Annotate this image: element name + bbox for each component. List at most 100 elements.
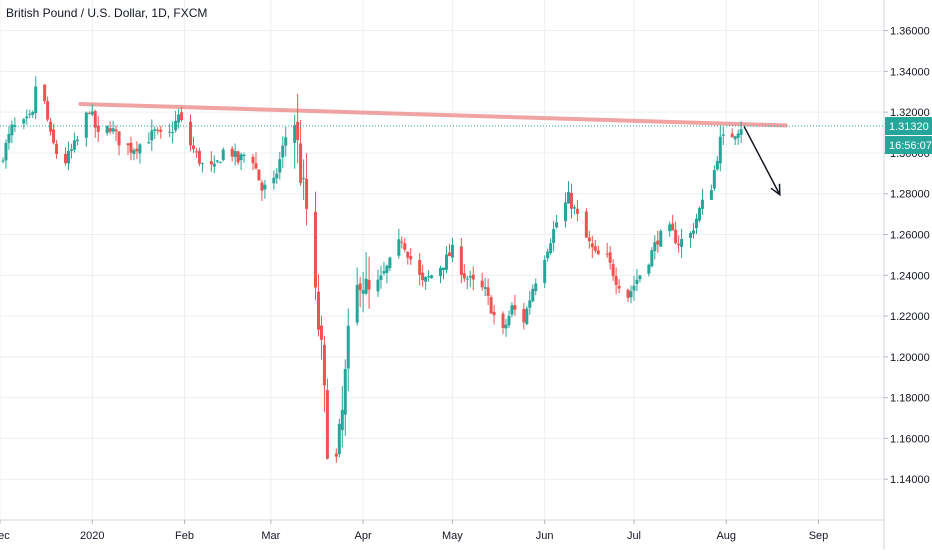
candle-body bbox=[257, 169, 261, 181]
candle-body bbox=[209, 161, 213, 165]
candle-body bbox=[46, 101, 50, 120]
candle-body bbox=[314, 211, 318, 288]
candle-body bbox=[510, 305, 514, 315]
candle-body bbox=[147, 142, 151, 144]
candle-body bbox=[421, 272, 425, 281]
candle-body bbox=[680, 239, 684, 247]
candle-body bbox=[87, 113, 91, 115]
last-price-label: 1.31320 bbox=[889, 121, 929, 133]
candle-body bbox=[299, 143, 303, 183]
candle-body bbox=[513, 305, 517, 310]
candle-body bbox=[355, 285, 359, 323]
candle-body bbox=[171, 132, 175, 134]
candle-body bbox=[572, 207, 576, 209]
candle-body bbox=[337, 423, 341, 455]
candle-body bbox=[444, 254, 448, 270]
candle-body bbox=[1, 160, 5, 162]
candle-body bbox=[343, 369, 347, 415]
time-axis-tick-label: Jul bbox=[627, 530, 641, 542]
candle-body bbox=[25, 116, 29, 119]
candle-body bbox=[632, 285, 636, 291]
candle-body bbox=[168, 131, 172, 133]
price-axis-tick-label: 1.34000 bbox=[890, 66, 930, 78]
candle-body bbox=[7, 134, 11, 143]
candle-body bbox=[197, 150, 201, 164]
overlay-layer bbox=[0, 125, 884, 197]
price-axis-tick-label: 1.24000 bbox=[890, 270, 930, 282]
candle-body bbox=[689, 233, 693, 238]
candle-body bbox=[346, 325, 350, 369]
projection-arrow-head bbox=[770, 183, 781, 197]
candle-body bbox=[96, 125, 100, 132]
candle-body bbox=[671, 223, 675, 231]
time-axis-tick-label: Mar bbox=[261, 530, 280, 542]
candle-body bbox=[108, 128, 112, 132]
candle-body bbox=[22, 119, 26, 124]
candle-body bbox=[480, 280, 484, 288]
candle-body bbox=[69, 149, 73, 151]
candle-body bbox=[281, 145, 285, 158]
candle-body bbox=[507, 315, 511, 326]
time-axis-tick-label: May bbox=[442, 530, 463, 542]
candle-body bbox=[212, 163, 216, 167]
candle-body bbox=[293, 124, 297, 143]
candle-body bbox=[153, 129, 157, 131]
chart-title: British Pound / U.S. Dollar, 1D, FXCM bbox=[6, 6, 208, 20]
candle-body bbox=[236, 151, 240, 163]
candle-body bbox=[400, 241, 404, 243]
time-axis-tick-label: Aug bbox=[716, 530, 736, 542]
candle-body bbox=[188, 121, 192, 146]
candle-body bbox=[63, 153, 67, 164]
candle-body bbox=[403, 243, 407, 250]
time-axis-tick-label: Sep bbox=[809, 530, 829, 542]
candle-body bbox=[424, 277, 428, 282]
candle-body bbox=[66, 151, 70, 164]
candle-body bbox=[251, 156, 255, 164]
candle-body bbox=[441, 267, 445, 271]
time-axis-tick-label: Apr bbox=[355, 530, 372, 542]
candle-body bbox=[736, 133, 740, 138]
price-axis-tick-label: 1.22000 bbox=[890, 311, 930, 323]
candle-body bbox=[605, 253, 609, 255]
last-price-badge bbox=[885, 117, 932, 136]
candle-body bbox=[275, 173, 279, 179]
time-axis-tick-label: Jun bbox=[536, 530, 554, 542]
candle-body bbox=[263, 184, 267, 190]
candle-body bbox=[239, 154, 243, 161]
candle-body bbox=[191, 145, 195, 150]
candle-body bbox=[739, 129, 743, 135]
candle-body bbox=[129, 142, 133, 153]
candle-body bbox=[105, 125, 109, 134]
candle-body bbox=[117, 131, 121, 146]
candle-body bbox=[325, 390, 329, 459]
candle-body bbox=[549, 243, 553, 254]
candle-body bbox=[718, 136, 722, 164]
price-axis-tick-label: 1.20000 bbox=[890, 352, 930, 364]
price-axis-tick-label: 1.18000 bbox=[890, 393, 930, 405]
candle-body bbox=[430, 275, 434, 279]
candle-body bbox=[566, 192, 570, 204]
candle-body bbox=[221, 149, 225, 160]
candle-body bbox=[638, 275, 642, 280]
candle-body bbox=[564, 202, 568, 222]
candle-body bbox=[305, 178, 309, 209]
candle-body bbox=[174, 120, 178, 131]
candle-body bbox=[75, 139, 79, 142]
candle-body bbox=[459, 246, 463, 275]
grid-layer bbox=[0, 0, 884, 520]
candle-body bbox=[501, 313, 505, 328]
candle-body bbox=[614, 275, 618, 285]
candle-body bbox=[697, 208, 701, 221]
candle-body bbox=[590, 243, 594, 248]
candle-body bbox=[260, 182, 264, 191]
candle-body bbox=[534, 283, 538, 292]
candle-body bbox=[111, 128, 115, 132]
candle-body bbox=[218, 162, 222, 164]
candle-body bbox=[13, 125, 17, 127]
price-axis-tick-label: 1.14000 bbox=[890, 474, 930, 486]
price-axis-tick-label: 1.32000 bbox=[890, 107, 930, 119]
candle-body bbox=[692, 230, 696, 234]
